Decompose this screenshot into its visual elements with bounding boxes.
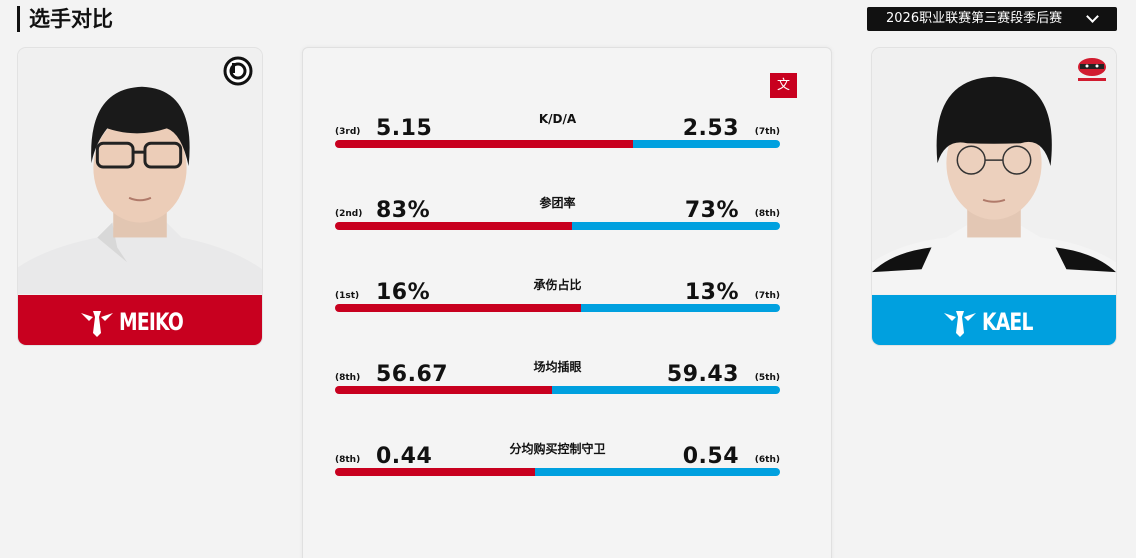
player-card-left[interactable]: MEIKO bbox=[17, 47, 263, 346]
stat-rank-right: (8th) bbox=[754, 209, 780, 219]
stat-bar-left bbox=[335, 304, 581, 312]
stat-row-control-wards: (8th) 0.44 分均购买控制守卫 0.54 (6th) bbox=[335, 442, 780, 476]
stat-rank-left: (8th) bbox=[335, 373, 361, 383]
page-title: 选手对比 bbox=[17, 6, 113, 32]
stat-rank-left: (1st) bbox=[335, 291, 360, 301]
stat-value-right: 2.53 bbox=[682, 116, 739, 141]
stat-row-teamfight: (2nd) 83% 参团率 73% (8th) bbox=[335, 196, 780, 230]
stat-name: 参团率 bbox=[539, 196, 576, 210]
stat-compare-bar bbox=[335, 222, 780, 230]
tie-icon bbox=[80, 311, 113, 337]
stat-value-left: 83% bbox=[376, 198, 431, 223]
chevron-down-icon bbox=[1086, 10, 1099, 23]
stat-value-right: 0.54 bbox=[682, 444, 739, 469]
stat-bar-right bbox=[535, 468, 780, 476]
stat-row-wards-placed: (8th) 56.67 场均插眼 59.43 (5th) bbox=[335, 360, 780, 394]
season-select-value: 2026职业联赛第三赛段季后赛 bbox=[886, 11, 1063, 26]
player-nameplate-right: KAEL bbox=[872, 295, 1116, 345]
stat-value-right: 73% bbox=[684, 198, 739, 223]
player-name-left: MEIKO bbox=[118, 308, 184, 336]
stat-bar-right bbox=[552, 386, 780, 394]
stat-bar-left bbox=[335, 386, 552, 394]
stat-name: K/D/A bbox=[538, 112, 577, 126]
stat-rank-right: (5th) bbox=[754, 373, 780, 383]
stat-compare-bar bbox=[335, 140, 780, 148]
stat-rank-left: (2nd) bbox=[335, 209, 363, 219]
stat-value-left: 0.44 bbox=[376, 444, 433, 469]
ig-logo-icon bbox=[223, 56, 253, 86]
stat-rank-left: (3rd) bbox=[335, 127, 361, 137]
stat-row-kda: (3rd) 5.15 K/D/A 2.53 (7th) bbox=[335, 112, 780, 148]
tie-icon bbox=[943, 311, 976, 337]
stat-rank-right: (6th) bbox=[754, 455, 780, 465]
stat-rank-left: (8th) bbox=[335, 455, 361, 465]
stat-row-damage-taken: (1st) 16% 承伤占比 13% (7th) bbox=[335, 278, 780, 312]
player-name-right: KAEL bbox=[981, 308, 1033, 336]
stat-rank-right: (7th) bbox=[754, 127, 780, 137]
stat-bar-right bbox=[572, 222, 780, 230]
stat-name: 分均购买控制守卫 bbox=[509, 442, 606, 456]
player-photo-left bbox=[18, 49, 262, 294]
stat-compare-bar bbox=[335, 386, 780, 394]
stat-bar-left bbox=[335, 468, 535, 476]
stat-compare-bar bbox=[335, 304, 780, 312]
ninjas-in-pyjamas-logo-icon bbox=[1078, 58, 1106, 81]
stat-value-left: 16% bbox=[376, 280, 431, 305]
player-card-right[interactable]: KAEL bbox=[871, 47, 1117, 346]
stat-bar-right bbox=[581, 304, 780, 312]
season-select[interactable]: 2026职业联赛第三赛段季后赛 bbox=[867, 7, 1117, 31]
stat-value-right: 13% bbox=[684, 280, 739, 305]
stat-value-right: 59.43 bbox=[666, 362, 739, 387]
stat-name: 场均插眼 bbox=[533, 360, 582, 374]
stat-bar-right bbox=[633, 140, 780, 148]
stat-bar-left bbox=[335, 140, 633, 148]
stat-compare-bar bbox=[335, 468, 780, 476]
player-photo-right bbox=[872, 49, 1116, 294]
player-nameplate-left: MEIKO bbox=[18, 295, 262, 345]
stat-value-left: 5.15 bbox=[376, 116, 433, 141]
stat-name: 承伤占比 bbox=[533, 278, 582, 292]
stat-bar-left bbox=[335, 222, 572, 230]
stat-rank-right: (7th) bbox=[754, 291, 780, 301]
stat-value-left: 56.67 bbox=[376, 362, 449, 387]
language-toggle-button[interactable]: 文 bbox=[770, 73, 797, 98]
